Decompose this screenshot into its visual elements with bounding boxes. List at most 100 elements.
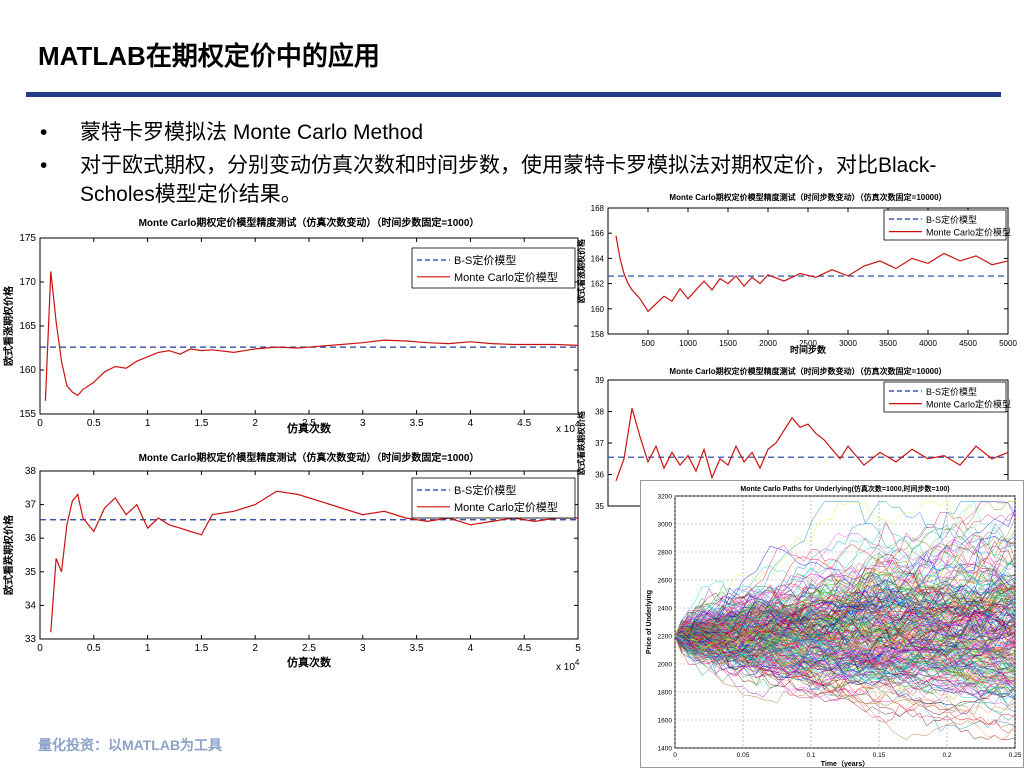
- chart-title: Monte Carlo期权定价模型精度测试（时间步数变动）（仿真次数固定=100…: [669, 192, 946, 202]
- bullet-text: 蒙特卡罗模拟法 Monte Carlo Method: [80, 121, 424, 144]
- x-tick-label: 4: [468, 643, 474, 654]
- paths-group: [674, 501, 1016, 740]
- bullet-dot: •: [40, 121, 48, 144]
- simulated-path: [674, 635, 1016, 715]
- simulated-path: [674, 501, 1016, 637]
- simulated-path: [674, 631, 1016, 706]
- legend-bs-label: B-S定价模型: [926, 386, 977, 397]
- simulated-path: [674, 583, 1016, 637]
- y-axis-label: 欧式看跌期权价格: [2, 514, 15, 595]
- simulated-path: [674, 591, 1016, 647]
- x-tick-label: 3: [360, 418, 366, 429]
- simulated-path: [674, 635, 1016, 740]
- mc-series-line: [44, 271, 579, 401]
- x-multiplier-label: x 104: [556, 420, 580, 435]
- simulated-path: [674, 535, 1016, 638]
- footer-text: 量化投资：以MATLAB为工具: [38, 737, 223, 753]
- x-tick-label: 0.5: [87, 643, 101, 654]
- x-tick-label: 500: [641, 339, 655, 348]
- simulated-path: [674, 616, 1016, 684]
- simulated-path: [674, 635, 1016, 678]
- y-tick-label: 162: [591, 280, 605, 289]
- simulated-path: [674, 596, 1016, 669]
- legend-mc-label: Monte Carlo定价模型: [454, 270, 558, 284]
- simulated-path: [674, 635, 1016, 725]
- y-tick-label: 170: [19, 277, 36, 288]
- y-tick-label: 37: [595, 439, 604, 448]
- x-multiplier-exponent: 4: [575, 658, 580, 667]
- chart-title: Monte Carlo期权定价模型精度测试（仿真次数变动）（时间步数固定=100…: [139, 451, 480, 464]
- simulated-path: [674, 602, 1016, 652]
- simulated-path: [674, 592, 1016, 639]
- x-tick-label: 1.5: [194, 643, 208, 654]
- y-tick-label: 36: [595, 471, 604, 480]
- bullet-list: • 蒙特卡罗模拟法 Monte Carlo Method • 对于欧式期权，分别变动…: [40, 118, 980, 213]
- x-axis-label: 仿真次数: [287, 655, 332, 669]
- simulated-path: [674, 627, 1016, 702]
- x-tick-label: 0.25: [1009, 752, 1022, 759]
- simulated-path: [674, 596, 1016, 659]
- simulated-path: [674, 626, 1016, 713]
- simulated-path: [674, 585, 1016, 661]
- chart-title: Monte Carlo期权定价模型精度测试（时间步数变动）（仿真次数固定=100…: [669, 366, 946, 376]
- mc-series-line: [615, 408, 1009, 482]
- y-tick-label: 160: [591, 305, 605, 314]
- slide-title: MATLAB在期权定价中的应用: [38, 41, 380, 71]
- x-tick-label: 0.5: [87, 418, 101, 429]
- y-tick-label: 39: [595, 376, 604, 385]
- y-axis-label: 欧式看涨期权价格: [576, 238, 586, 303]
- x-multiplier-base: x 10: [556, 662, 575, 673]
- x-axis-label: 仿真次数: [287, 421, 332, 435]
- legend-mc-label: Monte Carlo定价模型: [926, 227, 1011, 238]
- simulated-path: [674, 609, 1016, 639]
- x-tick-label: 4.5: [517, 643, 531, 654]
- y-tick-label: 168: [591, 204, 605, 213]
- y-tick-label: 1400: [658, 746, 673, 753]
- chart-call-by-sims: Monte Carlo期权定价模型精度测试（仿真次数变动）（时间步数固定=100…: [2, 216, 580, 435]
- simulated-path: [674, 635, 1016, 690]
- y-tick-label: 166: [591, 229, 605, 238]
- simulated-path: [674, 616, 1016, 651]
- y-tick-label: 155: [19, 409, 36, 420]
- bullet-dot: •: [40, 154, 48, 177]
- x-tick-label: 1500: [719, 339, 737, 348]
- simulated-path: [674, 545, 1016, 644]
- simulated-path: [674, 604, 1016, 671]
- x-tick-label: 0: [673, 752, 677, 759]
- x-tick-label: 1.5: [194, 418, 208, 429]
- simulated-path: [674, 558, 1016, 637]
- y-tick-label: 2400: [658, 606, 673, 613]
- legend-mc-label: Monte Carlo定价模型: [926, 399, 1011, 410]
- x-tick-label: 0: [37, 643, 43, 654]
- simulated-path: [674, 523, 1016, 637]
- y-tick-label: 38: [25, 466, 37, 477]
- x-tick-label: 2.5: [302, 418, 316, 429]
- simulated-path: [674, 610, 1016, 669]
- x-tick-label: 3500: [879, 339, 897, 348]
- y-tick-label: 158: [591, 330, 605, 339]
- x-tick-label: 3.5: [410, 418, 424, 429]
- y-tick-label: 38: [595, 408, 604, 417]
- simulated-path: [674, 501, 1016, 655]
- simulated-path: [674, 628, 1016, 734]
- mc-series-line: [615, 235, 1009, 313]
- y-tick-label: 3200: [658, 494, 673, 501]
- legend-bs-label: B-S定价模型: [454, 483, 516, 497]
- simulated-path: [674, 629, 1016, 671]
- simulated-path: [674, 565, 1016, 637]
- x-tick-label: 0.15: [873, 752, 886, 759]
- simulated-path: [674, 609, 1016, 688]
- simulated-path: [674, 560, 1016, 656]
- simulated-path: [674, 634, 1016, 686]
- x-axis-label: 时间步数: [790, 344, 827, 355]
- simulated-path: [674, 610, 1016, 671]
- simulated-path: [674, 612, 1016, 659]
- y-tick-label: 1800: [658, 690, 673, 697]
- x-tick-label: 5: [575, 643, 581, 654]
- legend-box: [883, 209, 1007, 241]
- simulated-path: [674, 576, 1016, 655]
- title-rule: [26, 92, 1001, 97]
- simulated-path: [674, 625, 1016, 721]
- simulated-path: [674, 586, 1016, 638]
- x-tick-label: 2.5: [302, 643, 316, 654]
